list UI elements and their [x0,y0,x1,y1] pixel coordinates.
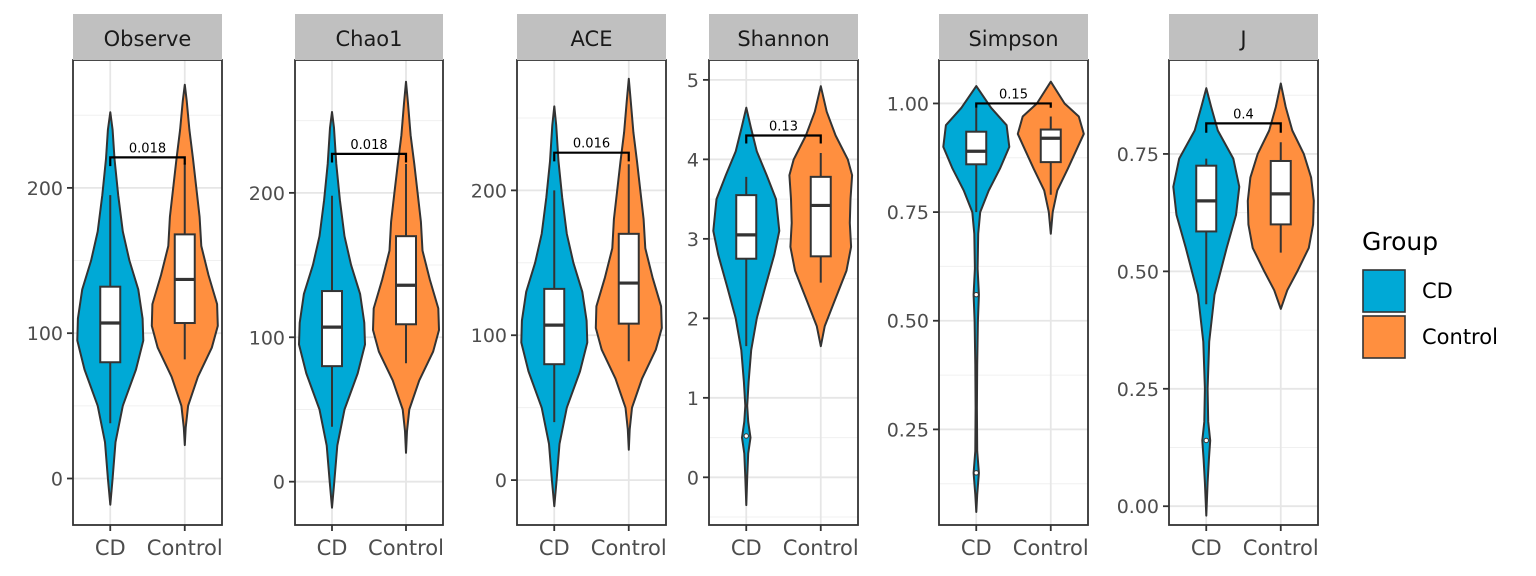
panel-simpson: 0.15 Simpson 0.25 0.50 0.75 1.00 CD Control [887,14,1089,560]
p-value-label: 0.018 [350,138,387,153]
y-tick-label: 200 [471,180,507,202]
legend-title: Group [1362,227,1438,256]
y-tick-label: 1.00 [887,93,929,115]
panel-ace: 0.016 ACE 0 100 200 CD Control [471,14,667,560]
strip-background [295,14,443,60]
significance-bracket [109,156,186,167]
outlier-point [973,291,979,298]
strip-label: Observe [104,27,192,51]
outlier-point [973,470,979,476]
violin-cd [942,85,1011,513]
x-tick-label: CD [317,536,348,560]
x-tick-label: Control [1013,536,1089,560]
y-tick-label: 0.75 [887,202,929,224]
strip-label: Simpson [968,27,1058,51]
strip-label: Shannon [737,27,829,51]
panel-j: 0.4 J 0.00 0.25 0.50 0.75 CD Control [1117,14,1319,560]
y-tick-label: 0 [495,470,507,492]
y-tick-label: 0.00 [1117,496,1159,518]
significance-bracket [553,151,630,162]
outlier-point [743,433,749,439]
strip-background [1169,14,1318,60]
y-tick-label: 0.25 [1117,379,1159,401]
strip-background [73,14,222,60]
box-cd [735,194,758,260]
x-tick-label: CD [95,536,126,560]
p-value-label: 0.15 [999,87,1028,102]
panel-shannon: 0.13 Shannon 0 1 2 3 4 5 CD Control [687,14,859,560]
y-tick-label: 0 [687,467,699,489]
panel-background [1169,60,1318,525]
p-value-label: 0.13 [769,120,798,135]
significance-bracket [975,102,1052,108]
y-tick-label: 0.25 [887,419,929,441]
y-tick-label: 4 [687,149,699,171]
outlier-point [1203,437,1209,444]
x-tick-label: Control [783,536,859,560]
box-control [395,235,417,326]
y-tick-label: 0.75 [1117,144,1159,166]
legend-label-control: Control [1422,325,1498,349]
y-tick-label: 100 [249,327,285,349]
box-cd [965,130,988,166]
x-tick-label: CD [731,536,762,560]
y-tick-label: 100 [471,325,507,347]
significance-bracket [1205,122,1282,133]
y-tick-label: 0 [273,472,285,494]
strip-label: Chao1 [335,27,402,51]
y-tick-label: 200 [249,183,285,205]
significance-bracket [745,134,822,144]
panel-observe: 0.018 Observe 0 100 200 CD Control [27,14,223,560]
p-value-label: 0.018 [129,141,166,156]
legend-key-cd [1362,269,1406,313]
y-tick-label: 0.50 [1117,261,1159,283]
p-value-label: 0.4 [1233,107,1254,122]
strip-background [709,14,858,60]
box-control [617,232,640,325]
legend-key-control [1362,315,1406,359]
y-tick-label: 5 [687,70,699,92]
legend: Group CD Control [1362,227,1498,359]
legend-label-cd: CD [1422,279,1453,303]
y-tick-label: 1 [687,388,699,410]
strip-label: J [1238,27,1246,51]
x-tick-label: Control [1243,536,1319,560]
y-tick-label: 3 [687,229,699,251]
y-tick-label: 2 [687,308,699,330]
x-tick-label: CD [1191,536,1222,560]
x-tick-label: Control [368,536,444,560]
box-control [809,175,832,258]
strip-label: ACE [571,27,613,51]
box-cd [1195,164,1218,233]
x-tick-label: CD [961,536,992,560]
p-value-label: 0.016 [573,137,610,152]
box-control [1039,128,1062,164]
y-tick-label: 100 [27,323,63,345]
panel-chao1: 0.018 Chao1 0 100 200 CD Control [249,14,444,560]
y-tick-label: 200 [27,178,63,200]
y-tick-label: 0.50 [887,311,929,333]
strip-background [939,14,1088,60]
x-tick-label: Control [147,536,223,560]
significance-bracket [330,152,408,163]
strip-background [517,14,666,60]
x-tick-label: Control [591,536,667,560]
x-tick-label: CD [539,536,570,560]
y-tick-label: 0 [51,469,63,491]
